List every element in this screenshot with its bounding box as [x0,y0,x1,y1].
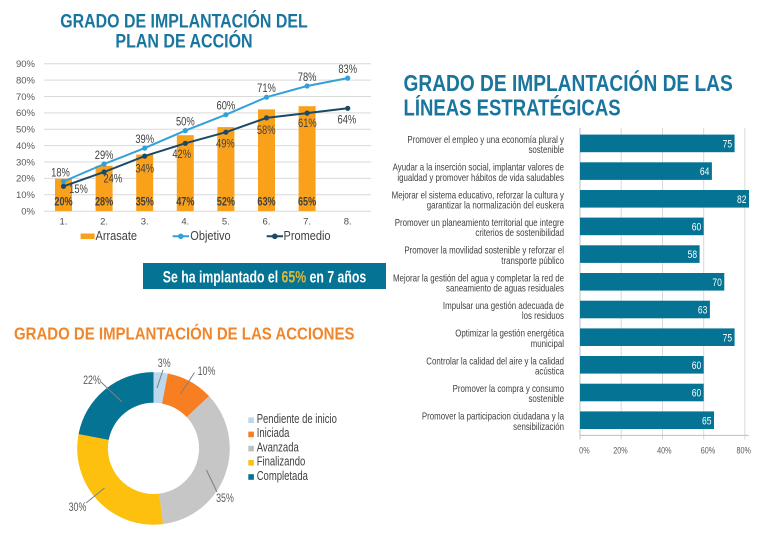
svg-text:58%: 58% [257,124,276,138]
svg-text:20%: 20% [16,174,36,185]
svg-text:Objetivo: Objetivo [190,229,231,243]
svg-text:10%: 10% [16,190,36,201]
svg-text:Controlar la calidad del aire: Controlar la calidad del aire y la calid… [426,355,564,366]
svg-text:50%: 50% [176,115,195,129]
svg-text:49%: 49% [216,137,235,151]
svg-text:20%: 20% [613,444,628,455]
svg-text:acústica: acústica [535,366,564,377]
svg-text:42%: 42% [172,148,191,162]
svg-text:61%: 61% [298,117,317,131]
svg-text:0%: 0% [21,207,35,218]
svg-text:sostenible: sostenible [528,144,564,155]
svg-text:60%: 60% [217,100,236,114]
svg-text:78%: 78% [298,71,317,85]
svg-text:LÍNEAS ESTRATÉGICAS: LÍNEAS ESTRATÉGICAS [404,93,621,121]
svg-text:Promover la movilidad sostenib: Promover la movilidad sostenible y refor… [404,245,564,256]
svg-text:63: 63 [698,305,708,317]
svg-text:sostenible: sostenible [528,393,564,404]
svg-text:Impulsar una gestión adecuada: Impulsar una gestión adecuada de [443,300,564,311]
svg-text:40%: 40% [657,444,672,455]
svg-text:80%: 80% [736,444,751,455]
svg-text:PLAN DE ACCIÓN: PLAN DE ACCIÓN [115,29,252,52]
svg-text:60: 60 [692,388,702,400]
svg-text:18%: 18% [51,166,70,180]
svg-text:Iniciada: Iniciada [257,427,290,441]
svg-text:83%: 83% [338,63,357,77]
svg-text:63%: 63% [257,195,276,209]
svg-text:60%: 60% [701,444,716,455]
svg-text:7.: 7. [303,216,311,227]
svg-text:75: 75 [723,138,733,150]
svg-text:30%: 30% [16,157,36,168]
svg-text:Mejorar la gestión del agua y: Mejorar la gestión del agua y completar … [393,272,564,283]
svg-text:82: 82 [737,194,747,206]
svg-text:64%: 64% [338,113,357,127]
svg-text:2.: 2. [100,216,108,227]
svg-text:20%: 20% [54,195,73,209]
svg-text:70: 70 [712,277,722,289]
svg-text:sensibilización: sensibilización [513,421,564,432]
svg-text:saneamiento de aguas residuale: saneamiento de aguas residuales [446,283,564,294]
svg-text:1.: 1. [60,216,68,227]
svg-text:garantizar la normalización de: garantizar la normalización del euskera [427,200,564,211]
svg-text:22%: 22% [83,374,101,388]
svg-text:60%: 60% [16,108,36,119]
svg-text:58: 58 [688,249,698,261]
svg-text:71%: 71% [257,82,276,96]
svg-text:65%: 65% [298,195,317,209]
svg-text:52%: 52% [217,195,236,209]
svg-text:Promover el empleo y una econo: Promover el empleo y una economía plural… [407,134,564,145]
svg-text:35%: 35% [216,492,234,506]
svg-text:municipal: municipal [531,338,564,349]
svg-text:GRADO DE IMPLANTACIÓN DE LAS A: GRADO DE IMPLANTACIÓN DE LAS ACCIONES [14,323,355,343]
svg-text:Optimizar la gestión energétic: Optimizar la gestión energética [455,328,564,339]
svg-text:3.: 3. [141,216,149,227]
svg-text:80%: 80% [16,75,36,86]
svg-text:Mejorar el sistema educativo,: Mejorar el sistema educativo, reforzar l… [392,189,565,200]
svg-text:Ayudar a la inserción social,: Ayudar a la inserción social, implantar … [393,162,564,173]
svg-text:GRADO DE IMPLANTACIÓN DEL: GRADO DE IMPLANTACIÓN DEL [60,9,308,32]
svg-text:GRADO DE IMPLANTACIÓN DE LAS: GRADO DE IMPLANTACIÓN DE LAS [404,69,733,96]
svg-text:75: 75 [723,332,733,344]
svg-text:Completada: Completada [257,470,309,484]
svg-text:60: 60 [692,360,702,372]
svg-text:30%: 30% [69,501,87,515]
svg-text:5.: 5. [222,216,230,227]
svg-text:10%: 10% [198,365,216,379]
svg-text:Arrasate: Arrasate [96,229,138,243]
svg-text:Avanzada: Avanzada [257,441,300,455]
svg-text:Finalizando: Finalizando [257,455,306,469]
svg-text:Se ha implantado el 65% en 7 a: Se ha implantado el 65% en 7 años [163,269,366,287]
svg-text:50%: 50% [16,125,36,136]
svg-text:8.: 8. [344,216,352,227]
svg-text:65: 65 [702,415,712,427]
svg-text:3%: 3% [158,357,171,371]
svg-text:39%: 39% [135,133,154,147]
svg-text:los residuos: los residuos [522,310,565,321]
svg-text:criterios de sostenibilidad: criterios de sostenibilidad [475,227,564,238]
svg-text:64: 64 [700,166,710,178]
svg-text:Promover la participacion ciud: Promover la participacion ciudadana y la [422,411,564,422]
svg-text:Promedio: Promedio [284,229,331,243]
svg-text:6.: 6. [263,216,271,227]
svg-text:Promover un planeamiento terri: Promover un planeamiento territorial que… [395,217,564,228]
svg-text:24%: 24% [103,172,122,186]
svg-text:70%: 70% [16,92,36,103]
svg-text:28%: 28% [95,195,114,209]
svg-text:igualdad y promover hábitos de: igualdad y promover hábitos de vida salu… [397,172,564,183]
svg-text:Promover la compra y consumo: Promover la compra y consumo [453,383,564,394]
svg-text:40%: 40% [16,141,36,152]
svg-text:4.: 4. [181,216,189,227]
svg-text:35%: 35% [136,195,155,209]
svg-text:0%: 0% [579,444,590,455]
svg-text:47%: 47% [176,195,195,209]
svg-text:transporte público: transporte público [501,255,564,266]
svg-text:60: 60 [692,221,702,233]
svg-text:Pendiente de inicio: Pendiente de inicio [257,413,337,427]
svg-text:15%: 15% [69,183,88,197]
svg-text:29%: 29% [95,149,114,163]
svg-text:90%: 90% [16,59,36,70]
svg-text:34%: 34% [135,162,154,176]
